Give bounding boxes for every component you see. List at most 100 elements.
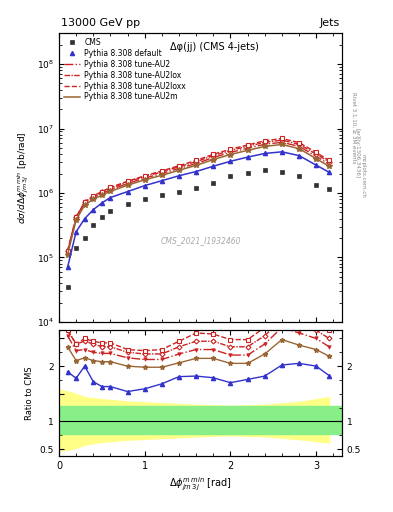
CMS	[327, 186, 331, 192]
Pythia 8.308 tune-AU2loxx	[211, 151, 216, 157]
Pythia 8.308 tune-AU2lox	[211, 153, 216, 159]
Pythia 8.308 tune-AU2	[108, 187, 113, 193]
Text: Rivet 3.1.10, ≥ 3M events: Rivet 3.1.10, ≥ 3M events	[351, 92, 356, 164]
CMS	[160, 192, 164, 198]
Text: mcplots.cern.ch: mcplots.cern.ch	[360, 154, 365, 198]
Pythia 8.308 tune-AU2m	[279, 141, 284, 147]
Pythia 8.308 tune-AU2loxx	[99, 188, 104, 195]
Y-axis label: Ratio to CMS: Ratio to CMS	[25, 366, 34, 420]
Line: Pythia 8.308 tune-AU2lox: Pythia 8.308 tune-AU2lox	[68, 140, 329, 251]
Text: Δφ(jj) (CMS 4-jets): Δφ(jj) (CMS 4-jets)	[170, 42, 259, 52]
Pythia 8.308 default	[194, 168, 198, 175]
Pythia 8.308 tune-AU2loxx	[108, 184, 113, 190]
Pythia 8.308 tune-AU2lox	[194, 159, 198, 165]
Text: CMS_2021_I1932460: CMS_2021_I1932460	[160, 237, 241, 246]
Pythia 8.308 tune-AU2	[297, 143, 301, 150]
Line: Pythia 8.308 tune-AU2m: Pythia 8.308 tune-AU2m	[68, 144, 329, 255]
Pythia 8.308 default	[245, 154, 250, 160]
CMS	[245, 170, 250, 176]
Pythia 8.308 default	[108, 195, 113, 201]
Pythia 8.308 tune-AU2m	[160, 172, 164, 178]
Pythia 8.308 tune-AU2	[176, 165, 181, 172]
Pythia 8.308 tune-AU2lox	[125, 179, 130, 185]
Pythia 8.308 tune-AU2	[245, 145, 250, 151]
Pythia 8.308 tune-AU2m	[327, 163, 331, 169]
Pythia 8.308 tune-AU2m	[108, 188, 113, 195]
Pythia 8.308 default	[142, 183, 147, 189]
Pythia 8.308 tune-AU2	[74, 216, 79, 222]
Pythia 8.308 tune-AU2m	[263, 143, 267, 150]
Pythia 8.308 tune-AU2m	[297, 145, 301, 152]
Pythia 8.308 default	[176, 173, 181, 179]
Pythia 8.308 tune-AU2lox	[228, 147, 233, 154]
Pythia 8.308 tune-AU2m	[142, 177, 147, 183]
X-axis label: $\Delta\phi_{jm\,3j}^{m\,min}$ [rad]: $\Delta\phi_{jm\,3j}^{m\,min}$ [rad]	[169, 476, 232, 494]
Legend: CMS, Pythia 8.308 default, Pythia 8.308 tune-AU2, Pythia 8.308 tune-AU2lox, Pyth: CMS, Pythia 8.308 default, Pythia 8.308 …	[62, 36, 187, 103]
Pythia 8.308 default	[74, 229, 79, 235]
Pythia 8.308 tune-AU2	[194, 161, 198, 167]
CMS	[194, 185, 198, 191]
Pythia 8.308 tune-AU2loxx	[65, 248, 70, 254]
CMS	[91, 222, 95, 228]
Pythia 8.308 tune-AU2loxx	[194, 157, 198, 163]
Pythia 8.308 tune-AU2loxx	[176, 163, 181, 169]
Pythia 8.308 tune-AU2loxx	[142, 173, 147, 179]
Pythia 8.308 tune-AU2m	[211, 157, 216, 163]
Pythia 8.308 tune-AU2m	[245, 147, 250, 154]
CMS	[125, 201, 130, 207]
Pythia 8.308 default	[99, 200, 104, 206]
Pythia 8.308 tune-AU2	[91, 195, 95, 201]
Pythia 8.308 default	[314, 162, 319, 168]
CMS	[263, 167, 267, 174]
Pythia 8.308 tune-AU2m	[99, 192, 104, 198]
Pythia 8.308 tune-AU2loxx	[297, 139, 301, 145]
CMS	[228, 173, 233, 179]
Pythia 8.308 tune-AU2lox	[65, 248, 70, 254]
Pythia 8.308 default	[279, 149, 284, 155]
Pythia 8.308 tune-AU2loxx	[82, 199, 87, 205]
Pythia 8.308 tune-AU2	[160, 170, 164, 177]
Pythia 8.308 tune-AU2m	[65, 252, 70, 258]
Pythia 8.308 tune-AU2lox	[327, 159, 331, 165]
Pythia 8.308 tune-AU2lox	[314, 151, 319, 157]
Pythia 8.308 tune-AU2lox	[142, 174, 147, 180]
Pythia 8.308 tune-AU2lox	[74, 214, 79, 220]
Pythia 8.308 default	[91, 207, 95, 213]
CMS	[279, 168, 284, 175]
Pythia 8.308 tune-AU2	[263, 141, 267, 147]
Text: Jets: Jets	[320, 18, 340, 28]
CMS	[99, 214, 104, 220]
Pythia 8.308 tune-AU2	[211, 155, 216, 161]
Pythia 8.308 default	[211, 163, 216, 169]
Pythia 8.308 tune-AU2m	[314, 156, 319, 162]
Line: Pythia 8.308 tune-AU2: Pythia 8.308 tune-AU2	[68, 142, 329, 252]
Pythia 8.308 tune-AU2lox	[108, 185, 113, 191]
Pythia 8.308 tune-AU2	[142, 175, 147, 181]
Pythia 8.308 default	[82, 216, 87, 222]
Pythia 8.308 tune-AU2loxx	[74, 214, 79, 220]
Text: 13000 GeV pp: 13000 GeV pp	[61, 18, 140, 28]
Pythia 8.308 tune-AU2	[125, 181, 130, 187]
Line: Pythia 8.308 default: Pythia 8.308 default	[66, 150, 331, 269]
CMS	[314, 181, 319, 187]
CMS	[297, 173, 301, 179]
Pythia 8.308 tune-AU2loxx	[228, 146, 233, 152]
Line: CMS: CMS	[65, 168, 331, 289]
CMS	[74, 245, 79, 251]
Pythia 8.308 tune-AU2lox	[279, 137, 284, 143]
Pythia 8.308 tune-AU2loxx	[327, 157, 331, 163]
Pythia 8.308 tune-AU2m	[194, 162, 198, 168]
Pythia 8.308 tune-AU2lox	[160, 169, 164, 175]
Pythia 8.308 tune-AU2m	[228, 152, 233, 158]
Pythia 8.308 tune-AU2loxx	[245, 142, 250, 148]
CMS	[82, 235, 87, 241]
CMS	[176, 189, 181, 196]
Pythia 8.308 tune-AU2m	[74, 217, 79, 223]
Pythia 8.308 tune-AU2lox	[82, 199, 87, 205]
Pythia 8.308 default	[327, 169, 331, 175]
Pythia 8.308 tune-AU2lox	[297, 141, 301, 147]
Pythia 8.308 tune-AU2	[99, 190, 104, 197]
CMS	[142, 196, 147, 202]
CMS	[108, 208, 113, 215]
Pythia 8.308 default	[125, 188, 130, 195]
